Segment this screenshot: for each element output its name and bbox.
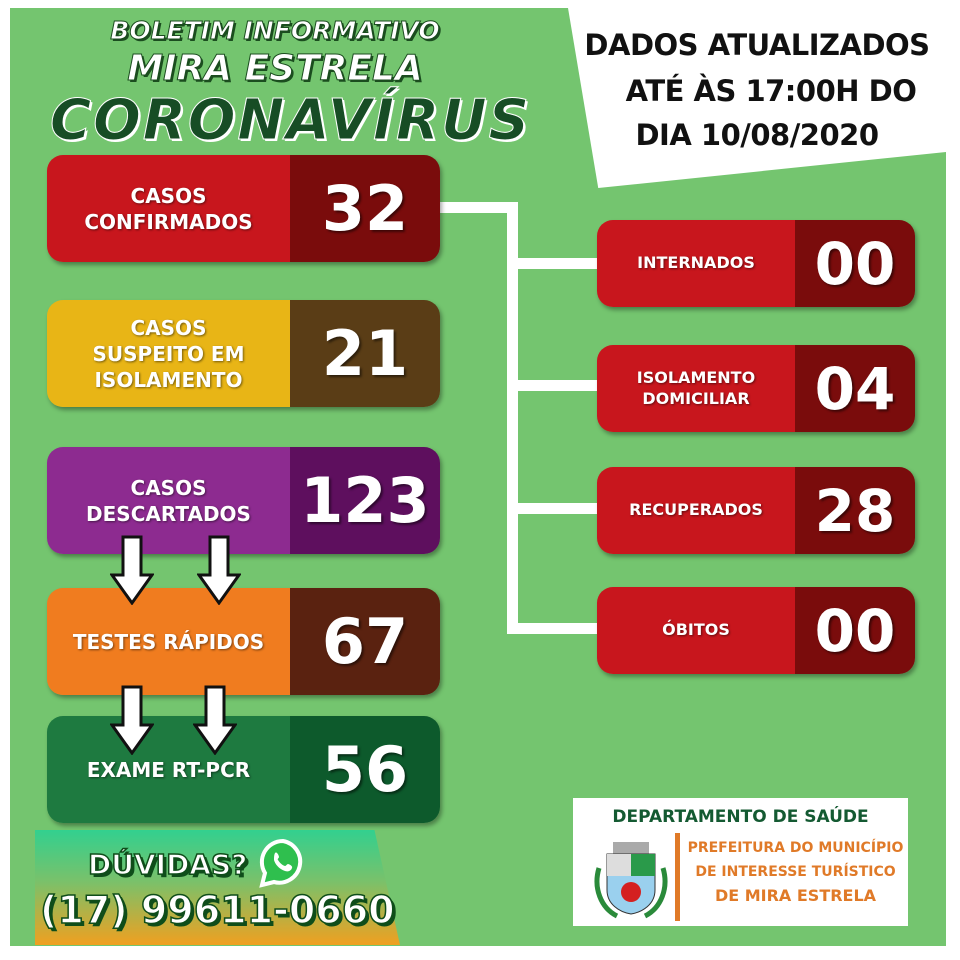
- stat-card: CASOS SUSPEITO EM ISOLAMENTO 21: [47, 300, 440, 407]
- contact-question: DÚVIDAS?: [87, 847, 248, 882]
- coat-of-arms-logo: [594, 842, 668, 919]
- whatsapp-icon[interactable]: [258, 838, 308, 888]
- outcome-card: INTERNADOS 00: [597, 220, 915, 307]
- outcome-label: INTERNADOS: [597, 220, 795, 307]
- stat-label: CASOS SUSPEITO EM ISOLAMENTO: [47, 300, 290, 407]
- stat-card: CASOS DESCARTADOS 123: [47, 447, 440, 554]
- update-line3: DIA 10/08/2020: [635, 118, 879, 152]
- outcome-card: ISOLAMENTO DOMICILIAR 04: [597, 345, 915, 432]
- contact-panel: [35, 830, 400, 945]
- stat-label: EXAME RT-PCR: [47, 716, 290, 823]
- stat-label: CASOS CONFIRMADOS: [47, 155, 290, 262]
- outcome-value: 04: [795, 345, 915, 432]
- department-line2: DE INTERESSE TURÍSTICO: [695, 864, 896, 880]
- arrow-down-icon: [110, 535, 154, 605]
- outcome-label: RECUPERADOS: [597, 467, 795, 554]
- stat-value: 123: [290, 447, 440, 554]
- stat-label: TESTES RÁPIDOS: [47, 588, 290, 695]
- department-line3: DE MIRA ESTRELA: [714, 886, 877, 905]
- connector: [507, 503, 602, 514]
- department-line1: PREFEITURA DO MUNICÍPIO: [687, 840, 904, 856]
- stat-value: 67: [290, 588, 440, 695]
- update-line1: DADOS ATUALIZADOS: [584, 28, 930, 62]
- department-title: DEPARTAMENTO DE SAÚDE: [612, 807, 869, 827]
- outcome-value: 00: [795, 220, 915, 307]
- header-line1: BOLETIM INFORMATIVO: [110, 16, 440, 46]
- stat-value: 56: [290, 716, 440, 823]
- connector: [440, 202, 515, 213]
- connector: [507, 623, 602, 634]
- stat-value: 32: [290, 155, 440, 262]
- outcome-card: ÓBITOS 00: [597, 587, 915, 674]
- stat-card: EXAME RT-PCR 56: [47, 716, 440, 823]
- stat-label: CASOS DESCARTADOS: [47, 447, 290, 554]
- outcome-label: ÓBITOS: [597, 587, 795, 674]
- update-line2: ATÉ ÀS 17:00H DO: [625, 74, 917, 108]
- header-line2: MIRA ESTRELA: [127, 48, 424, 90]
- outcome-value: 00: [795, 587, 915, 674]
- outcome-card: RECUPERADOS 28: [597, 467, 915, 554]
- outcome-label: ISOLAMENTO DOMICILIAR: [597, 345, 795, 432]
- stat-card: CASOS CONFIRMADOS 32: [47, 155, 440, 262]
- stat-card: TESTES RÁPIDOS 67: [47, 588, 440, 695]
- stat-value: 21: [290, 300, 440, 407]
- arrow-down-icon: [110, 685, 154, 755]
- connector: [507, 258, 602, 269]
- divider: [675, 833, 680, 921]
- arrow-down-icon: [193, 685, 237, 755]
- department-box: DEPARTAMENTO DE SAÚDE PREFEITURA DO MUNI…: [573, 798, 908, 926]
- outcome-value: 28: [795, 467, 915, 554]
- header-title: CORONAVÍRUS: [50, 88, 531, 154]
- arrow-down-icon: [197, 535, 241, 605]
- connector: [507, 380, 602, 391]
- contact-phone[interactable]: (17) 99611-0660: [39, 887, 395, 933]
- update-box: DADOS ATUALIZADOS ATÉ ÀS 17:00H DO DIA 1…: [568, 8, 946, 188]
- connector: [507, 202, 518, 634]
